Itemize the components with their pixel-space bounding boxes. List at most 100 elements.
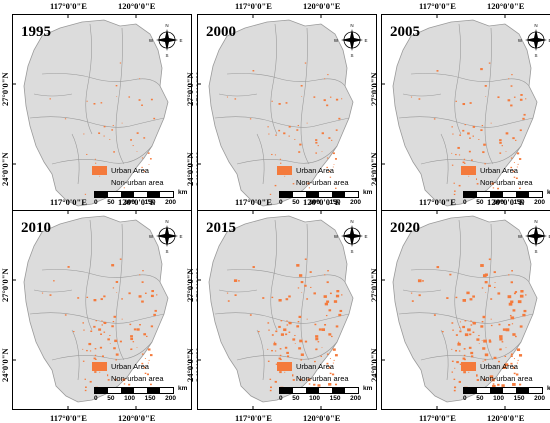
urban-patch — [298, 287, 299, 288]
scale-segment — [280, 388, 293, 393]
longitude-label: 117°0'0"E — [50, 1, 87, 11]
urban-patch — [65, 314, 67, 315]
urban-patch — [470, 320, 471, 321]
urban-patch — [83, 134, 84, 135]
urban-patch — [511, 281, 513, 283]
urban-patch — [101, 320, 102, 321]
urban-patch — [103, 322, 104, 323]
urban-patch — [102, 324, 103, 325]
year-label: 2000 — [206, 24, 236, 41]
urban-patch — [103, 295, 105, 297]
scale-tick-label: 50 — [476, 395, 483, 402]
urban-patch — [94, 299, 97, 301]
urban-patch — [253, 70, 255, 71]
urban-patch — [53, 280, 55, 281]
longitude-label: 117°0'0"E — [419, 197, 456, 207]
urban-patch — [338, 314, 341, 316]
urban-patch — [511, 157, 513, 158]
urban-patch — [130, 139, 132, 141]
urban-patch — [258, 331, 260, 332]
urban-patch — [472, 322, 473, 323]
map-panel-2020: NSWE2020117°0'0"E120°0'0"E117°0'0"E120°0… — [381, 210, 550, 410]
urban-patch — [272, 101, 273, 102]
urban-patch — [274, 342, 275, 343]
urban-patch — [524, 310, 527, 312]
urban-patch — [109, 139, 110, 140]
urban-patch — [268, 330, 269, 331]
urban-patch — [285, 333, 287, 335]
urban-patch — [489, 258, 491, 260]
urban-patch — [471, 159, 473, 160]
scale-unit: km — [363, 189, 372, 196]
latitude-label: 24°0'0"N — [0, 152, 10, 186]
urban-patch — [250, 118, 251, 119]
urban-patch — [485, 96, 486, 97]
compass-letter: E — [179, 234, 182, 239]
nonurban-legend-label: Non-urban area — [296, 374, 349, 383]
urban-patch — [313, 384, 315, 386]
scale-segment — [345, 388, 358, 393]
scale-tick-label: 150 — [145, 395, 156, 402]
urban-patch — [307, 123, 308, 124]
urban-patch — [499, 335, 502, 338]
urban-patch — [485, 292, 486, 293]
urban-patch — [137, 328, 140, 330]
urban-legend-label: Urban Area — [296, 166, 334, 175]
urban-patch — [499, 142, 501, 144]
urban-patch — [485, 273, 488, 276]
urban-patch — [238, 280, 240, 281]
urban-patch — [150, 158, 152, 159]
urban-patch — [515, 140, 516, 141]
urban-patch — [341, 294, 342, 295]
urban-patch — [522, 314, 525, 317]
urban-patch — [143, 137, 145, 138]
urban-patch — [101, 298, 103, 300]
urban-legend-label: Urban Area — [111, 362, 149, 371]
urban-patch — [142, 157, 143, 158]
scale-tick-label: 0 — [94, 395, 98, 402]
urban-patch — [455, 350, 457, 352]
urban-patch — [121, 298, 123, 299]
year-label: 2010 — [21, 220, 51, 237]
urban-patch — [281, 320, 283, 321]
nonurban-swatch — [92, 178, 107, 187]
urban-patch — [520, 99, 523, 101]
urban-patch — [299, 274, 302, 277]
urban-patch — [305, 258, 307, 259]
urban-patch — [98, 328, 101, 330]
urban-patch — [482, 347, 485, 350]
urban-patch — [235, 98, 237, 99]
urban-patch — [418, 279, 422, 282]
scale-tick-label: 0 — [94, 199, 98, 206]
urban-patch — [437, 70, 439, 72]
urban-patch — [335, 354, 338, 356]
urban-patch — [513, 309, 516, 311]
urban-patch — [299, 144, 301, 146]
urban-patch — [270, 387, 272, 389]
scale-segment — [160, 192, 173, 197]
urban-patch — [330, 97, 331, 98]
map-panel-2005: NSWE2005117°0'0"E120°0'0"E117°0'0"E120°0… — [381, 14, 550, 214]
scale-bar-graphic — [94, 387, 174, 394]
urban-patch — [278, 130, 280, 131]
urban-patch — [275, 135, 277, 136]
urban-patch — [111, 264, 114, 266]
urban-patch — [494, 271, 496, 273]
urban-patch — [296, 325, 299, 327]
urban-patch — [473, 126, 475, 128]
urban-patch — [286, 352, 289, 354]
scale-tick-label: 200 — [165, 395, 176, 402]
urban-patch — [434, 118, 436, 119]
urban-patch — [314, 324, 316, 325]
compass-letter: E — [364, 38, 367, 43]
scale-tick-label: 50 — [292, 395, 299, 402]
legend-nonurban: Non-urban area — [92, 176, 164, 188]
urban-patch — [272, 334, 274, 336]
urban-patch — [456, 101, 457, 102]
urban-patch — [283, 328, 286, 331]
urban-patch — [506, 151, 507, 152]
latitude-label: 24°0'0"N — [0, 348, 10, 382]
urban-patch — [77, 297, 79, 299]
urban-legend-label: Urban Area — [480, 166, 518, 175]
urban-patch — [452, 165, 453, 166]
